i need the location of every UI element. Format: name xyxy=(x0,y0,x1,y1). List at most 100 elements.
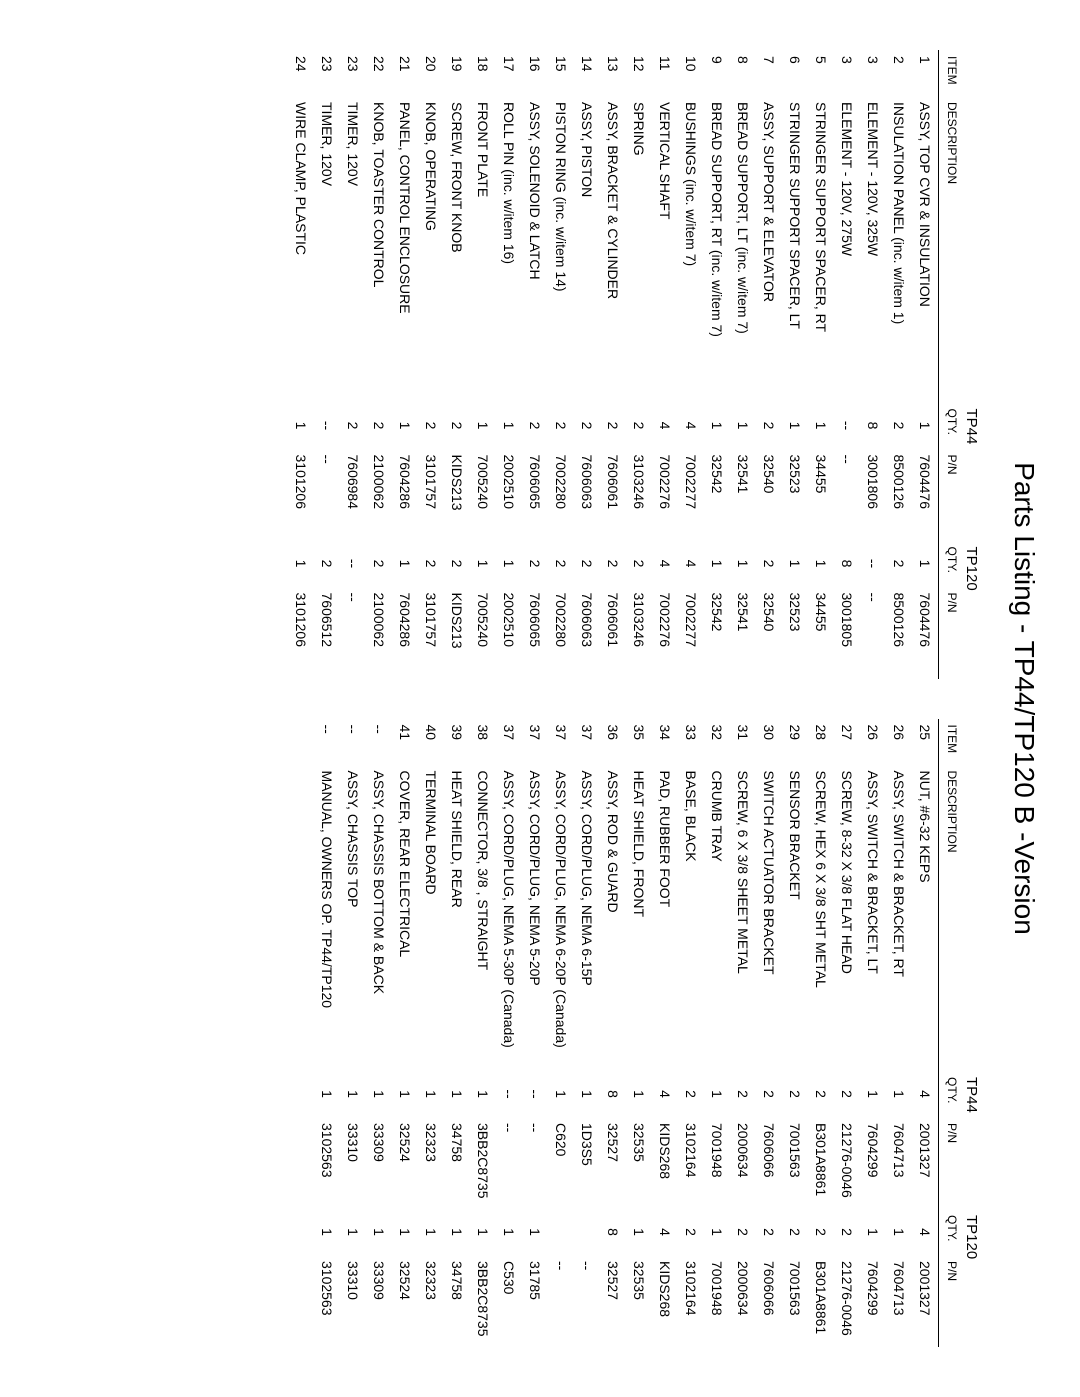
table-row: 25NUT, #6-32 KEPS4200132742001327 xyxy=(912,719,939,1348)
item-cell: 40 xyxy=(418,719,444,765)
item-cell: 28 xyxy=(808,719,834,765)
qty1-cell: 2 xyxy=(340,403,366,449)
qty1-cell: 1 xyxy=(730,403,756,449)
item-cell: 9 xyxy=(704,50,730,96)
pn1-cell: 32524 xyxy=(392,1117,418,1209)
qty1-cell: 2 xyxy=(418,403,444,449)
pn2-cell: 32535 xyxy=(626,1255,652,1347)
qty2-cell: 1 xyxy=(470,541,496,587)
table-row: 27SCREW, 8-32 X 3/8 FLAT HEAD221276-0046… xyxy=(834,719,860,1348)
pn2-cell: 7001563 xyxy=(782,1255,808,1347)
pn2-cell: 3101757 xyxy=(418,587,444,679)
item-cell: 16 xyxy=(522,50,548,96)
qty1-cell: 1 xyxy=(548,1071,574,1117)
pn1-cell: 3101757 xyxy=(418,449,444,541)
pn2-cell: 7606066 xyxy=(756,1255,782,1347)
qty2-cell: 1 xyxy=(730,541,756,587)
model1-header: TP44 xyxy=(963,403,984,541)
desc-cell: PANEL, CONTROL ENCLOSURE xyxy=(392,96,418,403)
item-cell: -- xyxy=(340,719,366,765)
table-row: --MANUAL, OWNERS OP. TP44/TP120131025631… xyxy=(314,719,340,1348)
qty2-cell: 2 xyxy=(782,1209,808,1255)
desc-cell: STRINGER SUPPORT SPACER, RT xyxy=(808,96,834,403)
pn2-cell: 3001805 xyxy=(834,587,860,679)
table-row: 33BASE, BLACK2310216423102164 xyxy=(678,719,704,1348)
col-qty2: QTY. xyxy=(939,1209,964,1255)
desc-cell: PAD, RUBBER FOOT xyxy=(652,765,678,1072)
desc-cell: SCREW, HEX 6 X 3/8 SHT METAL xyxy=(808,765,834,1072)
item-cell: 5 xyxy=(808,50,834,96)
desc-cell: SENSOR BRACKET xyxy=(782,765,808,1072)
qty1-cell: -- xyxy=(522,1071,548,1117)
table-header-right: TP44 TP120 ITEM DESCRIPTION QTY. P/N QTY… xyxy=(939,719,985,1348)
item-cell: 35 xyxy=(626,719,652,765)
pn2-cell: 7606063 xyxy=(574,587,600,679)
table-row: 21PANEL, CONTROL ENCLOSURE17604286176042… xyxy=(392,50,418,679)
pn1-cell: 21276-0046 xyxy=(834,1117,860,1209)
qty2-cell: 2 xyxy=(678,1209,704,1255)
desc-cell: ASSY, CORD/PLUG, NEMA 6-15P xyxy=(574,765,600,1072)
desc-cell: FRONT PLATE xyxy=(470,96,496,403)
desc-cell: INSULATION PANEL (inc. w/item 1) xyxy=(886,96,912,403)
pn2-cell: -- xyxy=(548,1255,574,1347)
qty2-cell: 1 xyxy=(782,541,808,587)
qty2-cell: 1 xyxy=(808,541,834,587)
table-row: --ASSY, CHASSIS BOTTOM & BACK13330913330… xyxy=(366,719,392,1348)
pn1-cell: 1D3S5 xyxy=(574,1117,600,1209)
item-cell: 10 xyxy=(678,50,704,96)
pn1-cell: 33309 xyxy=(366,1117,392,1209)
item-cell: 12 xyxy=(626,50,652,96)
desc-cell: BREAD SUPPORT, RT (inc. w/item 7) xyxy=(704,96,730,403)
table-row: 2INSULATION PANEL (inc. w/item 1)2850012… xyxy=(886,50,912,679)
pn1-cell: B301A8861 xyxy=(808,1117,834,1209)
pn1-cell: 3102563 xyxy=(314,1117,340,1209)
item-cell: 37 xyxy=(496,719,522,765)
pn2-cell: 32524 xyxy=(392,1255,418,1347)
table-row: 39HEAT SHIELD, REAR134758134758 xyxy=(444,719,470,1348)
desc-cell: SCREW, FRONT KNOB xyxy=(444,96,470,403)
qty1-cell: 2 xyxy=(834,1071,860,1117)
qty1-cell: 2 xyxy=(574,403,600,449)
qty2-cell: 1 xyxy=(314,1209,340,1255)
qty2-cell: 2 xyxy=(756,541,782,587)
item-cell: 30 xyxy=(756,719,782,765)
qty1-cell: 1 xyxy=(782,403,808,449)
qty1-cell: 4 xyxy=(678,403,704,449)
pn1-cell: -- xyxy=(834,449,860,541)
table-body-left: 1ASSY, TOP CVR & INSULATION1760447617604… xyxy=(288,50,939,679)
pn2-cell: 33310 xyxy=(340,1255,366,1347)
qty1-cell: 1 xyxy=(470,1071,496,1117)
pn2-cell: 7001948 xyxy=(704,1255,730,1347)
qty1-cell: 1 xyxy=(574,1071,600,1117)
desc-cell: BASE, BLACK xyxy=(678,765,704,1072)
pn1-cell: -- xyxy=(522,1117,548,1209)
desc-cell: ASSY, ROD & GUARD xyxy=(600,765,626,1072)
qty2-cell: 2 xyxy=(730,1209,756,1255)
table-row: 23TIMER, 120V27606984---- xyxy=(340,50,366,679)
col-pn2: P/N xyxy=(939,587,964,679)
table-row: 37ASSY, CORD/PLUG, NEMA 6-20P (Canada)1C… xyxy=(548,719,574,1348)
desc-cell: PISTON RING (inc. w/item 14) xyxy=(548,96,574,403)
pn2-cell: 7606065 xyxy=(522,587,548,679)
qty1-cell: 1 xyxy=(392,403,418,449)
desc-cell: VERTICAL SHAFT xyxy=(652,96,678,403)
qty1-cell: -- xyxy=(314,403,340,449)
qty2-cell: 1 xyxy=(704,541,730,587)
pn1-cell: 34758 xyxy=(444,1117,470,1209)
pn2-cell: B301A8861 xyxy=(808,1255,834,1347)
item-cell: 3 xyxy=(860,50,886,96)
table-row: 15 PISTON RING (inc. w/item 14)270022802… xyxy=(548,50,574,679)
desc-cell: TIMER, 120V xyxy=(340,96,366,403)
table-row: 12SPRING2310324623103246 xyxy=(626,50,652,679)
qty1-cell: 1 xyxy=(704,403,730,449)
pn2-cell: 33309 xyxy=(366,1255,392,1347)
qty1-cell: 2 xyxy=(756,403,782,449)
qty1-cell: 4 xyxy=(912,1071,939,1117)
table-row: 32CRUMB TRAY1700194817001948 xyxy=(704,719,730,1348)
pn1-cell: 32535 xyxy=(626,1117,652,1209)
item-cell: 37 xyxy=(574,719,600,765)
pn1-cell: 2002510 xyxy=(496,449,522,541)
item-cell: 33 xyxy=(678,719,704,765)
qty2-cell: 8 xyxy=(834,541,860,587)
item-cell: 13 xyxy=(600,50,626,96)
